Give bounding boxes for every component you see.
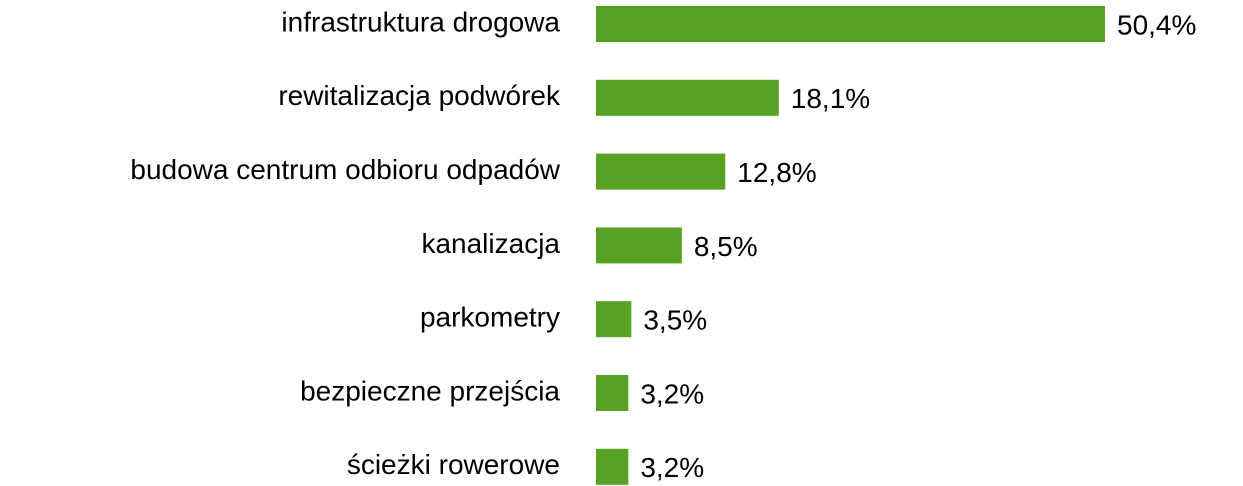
category-label: parkometry [420, 302, 560, 333]
category-label: rewitalizacja podwórek [278, 80, 561, 111]
bar [596, 227, 682, 264]
category-label: bezpieczne przejścia [300, 375, 560, 406]
value-label: 12,8% [737, 157, 816, 188]
bar [596, 375, 629, 411]
bar [596, 79, 779, 116]
value-label: 3,2% [640, 452, 704, 483]
value-label: 3,2% [640, 378, 704, 409]
bar [596, 301, 632, 338]
bar [596, 153, 726, 190]
value-label: 18,1% [791, 83, 870, 114]
category-label: infrastruktura drogowa [281, 6, 560, 37]
value-label: 50,4% [1117, 9, 1196, 40]
category-label: kanalizacja [421, 228, 560, 259]
category-label: budowa centrum odbioru odpadów [130, 154, 560, 185]
category-label: ścieżki rowerowe [347, 449, 560, 480]
bar [596, 448, 629, 485]
bar [596, 6, 1105, 42]
value-label: 8,5% [694, 231, 758, 262]
value-label: 3,5% [643, 305, 707, 336]
